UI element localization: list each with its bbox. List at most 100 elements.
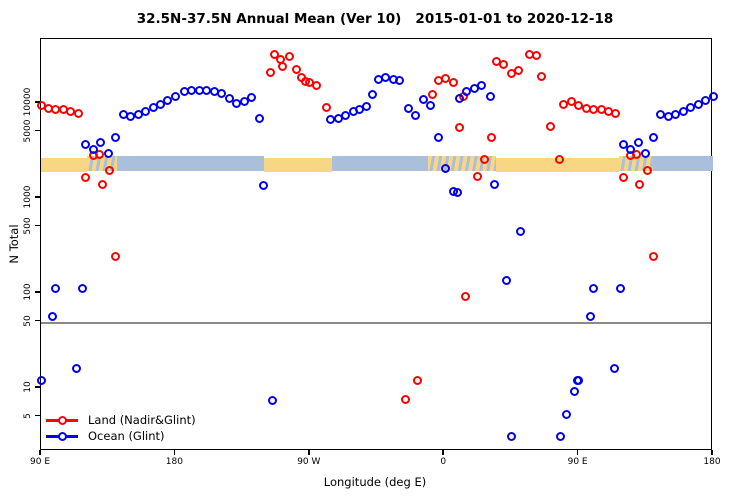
data-point-land — [321, 103, 331, 113]
legend-label-land: Land (Nadir&Glint) — [88, 413, 196, 427]
y-tick — [35, 319, 40, 322]
data-point-ocean — [88, 144, 98, 154]
data-point-ocean — [556, 431, 566, 441]
y-tick-label: 1000 — [23, 185, 33, 209]
y-tick-label: 50 — [23, 314, 33, 327]
data-point-ocean — [609, 364, 619, 374]
data-point-ocean — [454, 93, 464, 103]
data-point-land — [514, 65, 524, 75]
data-point-ocean — [701, 96, 711, 106]
data-point-ocean — [96, 138, 106, 148]
plot-area — [36, 38, 718, 450]
data-point-ocean — [441, 163, 451, 173]
y-tick-label: 5 — [23, 412, 33, 419]
y-tick — [35, 386, 40, 388]
data-point-land — [648, 251, 658, 261]
data-point-ocean — [239, 96, 249, 106]
data-point-land — [291, 65, 301, 75]
data-point-ocean — [36, 375, 46, 385]
data-point-land — [531, 50, 541, 60]
data-point-ocean — [224, 93, 234, 103]
chart-title: 32.5N-37.5N Annual Mean (Ver 10) 2015-01… — [136, 11, 614, 27]
data-point-land — [536, 72, 546, 82]
y-tick — [35, 414, 40, 417]
data-point-ocean — [562, 409, 572, 419]
data-point-ocean — [678, 106, 688, 116]
data-point-ocean — [163, 96, 173, 106]
y-tick — [35, 291, 40, 293]
data-point-land — [412, 376, 422, 386]
data-point-ocean — [502, 275, 512, 285]
data-point-ocean — [394, 76, 404, 86]
ocean-series-marker-icon — [46, 431, 78, 441]
data-point-land — [97, 179, 107, 189]
data-point-land — [632, 150, 642, 159]
legend-label-ocean: Ocean (Glint) — [88, 429, 165, 443]
data-point-ocean — [686, 103, 696, 113]
y-tick — [35, 196, 40, 198]
data-point-land — [635, 179, 645, 189]
x-tick — [576, 450, 579, 455]
data-point-land — [94, 150, 104, 159]
data-point-land — [105, 165, 115, 175]
data-point-ocean — [155, 99, 165, 109]
data-point-land — [278, 61, 288, 71]
data-point-ocean — [693, 99, 703, 109]
data-point-land — [427, 90, 437, 100]
data-point-land — [499, 59, 509, 69]
x-tick-label: 90 W — [297, 457, 321, 467]
land-series-marker-icon — [46, 415, 78, 425]
data-point-land — [265, 67, 275, 77]
y-tick-label: 10000 — [23, 87, 33, 117]
surface-band-segment-land — [263, 158, 333, 172]
data-point-ocean — [170, 92, 180, 102]
data-point-ocean — [341, 111, 351, 121]
surface-band-segment-ocean — [653, 156, 713, 171]
x-tick — [39, 450, 41, 455]
y-tick — [35, 101, 40, 103]
x-tick — [173, 450, 176, 455]
data-point-land — [480, 154, 490, 164]
data-point-land — [472, 172, 482, 182]
data-point-land — [454, 123, 464, 133]
y-tick-label: 100 — [23, 283, 33, 301]
x-tick-label: 0 — [440, 457, 447, 467]
data-point-ocean — [403, 104, 413, 114]
data-point-ocean — [477, 81, 487, 91]
y-tick — [35, 224, 40, 227]
reference-line-50 — [41, 322, 711, 324]
data-point-ocean — [633, 138, 643, 148]
x-tick-label: 90 E — [567, 457, 588, 467]
data-point-land — [611, 108, 621, 118]
x-tick — [442, 450, 444, 455]
data-point-ocean — [111, 133, 121, 143]
data-point-ocean — [618, 139, 628, 149]
data-point-land — [618, 172, 628, 182]
data-point-ocean — [615, 283, 625, 293]
data-point-ocean — [411, 111, 421, 121]
data-point-ocean — [368, 89, 378, 99]
data-point-ocean — [72, 364, 82, 374]
data-point-ocean — [141, 106, 151, 116]
x-tick — [711, 450, 713, 455]
data-point-ocean — [671, 110, 681, 120]
legend-item-land: Land (Nadir&Glint) — [46, 412, 196, 428]
data-point-ocean — [589, 283, 599, 293]
y-axis-label: N Total — [7, 224, 21, 264]
data-point-land — [400, 394, 410, 404]
data-point-ocean — [626, 144, 636, 154]
legend: Land (Nadir&Glint) Ocean (Glint) — [46, 412, 196, 444]
data-point-land — [448, 78, 458, 88]
data-point-ocean — [217, 89, 227, 99]
data-point-ocean — [462, 87, 472, 97]
y-tick-label: 10 — [23, 381, 33, 393]
data-point-ocean — [267, 396, 277, 406]
x-tick-label: 180 — [165, 457, 183, 467]
data-point-ocean — [515, 226, 525, 236]
data-point-ocean — [81, 139, 91, 149]
data-point-land — [642, 165, 652, 175]
x-tick — [308, 450, 310, 455]
data-point-land — [554, 154, 564, 164]
data-point-ocean — [48, 312, 58, 322]
